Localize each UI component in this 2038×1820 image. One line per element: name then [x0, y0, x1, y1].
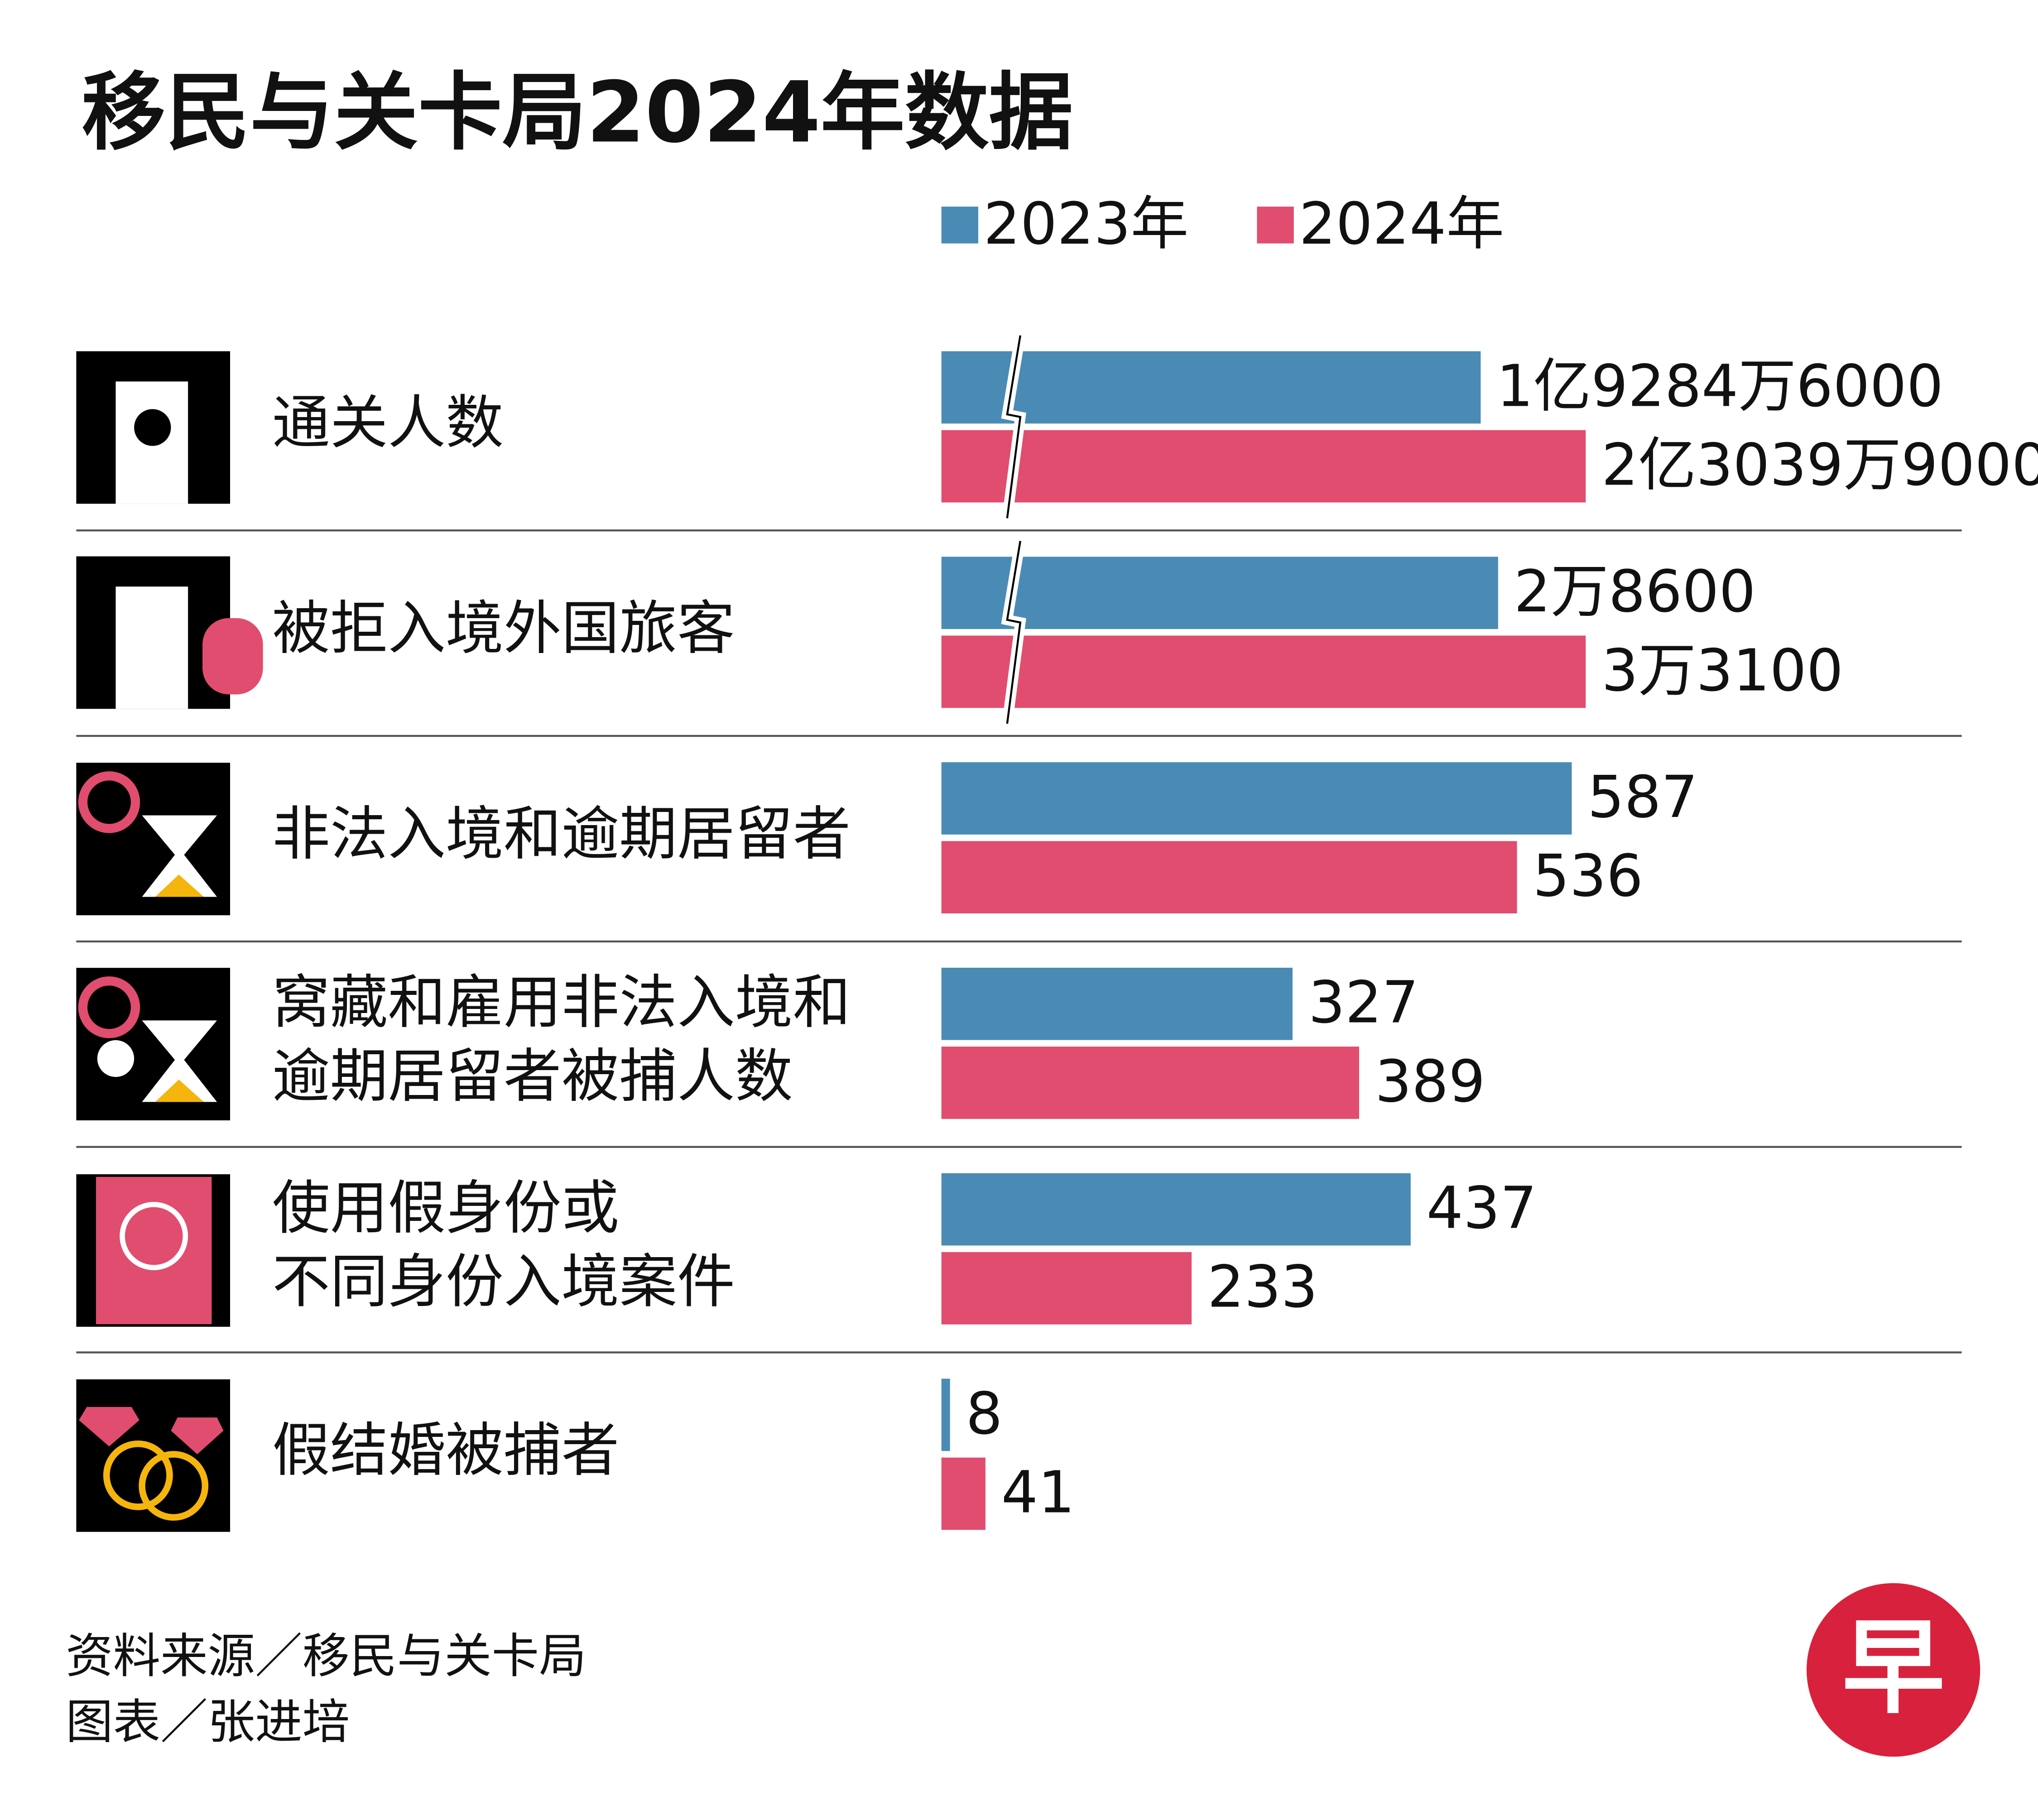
icon-part — [115, 586, 188, 709]
category-label: 非法入境和逾期居留者 — [272, 800, 851, 868]
icon-part — [134, 409, 171, 446]
value-label: 2万8600 — [1514, 558, 1756, 625]
bar — [941, 557, 1498, 629]
legend-swatch — [1257, 206, 1294, 244]
value-label: 8 — [966, 1380, 1003, 1447]
axis-break-edge — [1006, 335, 1022, 519]
value-label: 233 — [1207, 1253, 1318, 1321]
icon-part — [171, 1417, 224, 1455]
bar — [941, 1457, 985, 1530]
icon-part — [202, 618, 263, 695]
bar — [941, 351, 1481, 424]
icons — [76, 351, 263, 1532]
value-label: 3万3100 — [1601, 637, 1843, 704]
bar — [941, 1047, 1360, 1119]
icon-part — [155, 874, 204, 897]
category-label: 被拒入境外国旅客 — [272, 595, 735, 662]
icon-part — [96, 1177, 212, 1325]
category-label: 不同身份入境案件 — [272, 1248, 735, 1316]
icon-part — [97, 1040, 135, 1077]
credit: 图表／张进培 — [66, 1694, 350, 1749]
value-label: 536 — [1533, 842, 1643, 910]
category-label: 假结婚被捕者 — [272, 1417, 619, 1484]
bar — [941, 635, 1586, 708]
category-label: 使用假身份或 — [272, 1175, 619, 1242]
icon-part — [79, 1407, 139, 1447]
icon-part — [139, 1451, 209, 1521]
axis-break-edge — [1006, 541, 1022, 724]
value-label: 327 — [1308, 969, 1419, 1037]
value-label: 437 — [1427, 1175, 1537, 1242]
category-label: 窝藏和雇用非法入境和 — [272, 969, 851, 1037]
icon-part — [78, 976, 140, 1038]
bar — [941, 1173, 1411, 1246]
bar — [941, 1252, 1192, 1325]
source: 资料来源／移民与关卡局 — [66, 1628, 586, 1684]
value-label: 1亿9284万6000 — [1496, 352, 1943, 420]
value-label: 41 — [1001, 1459, 1075, 1526]
icon-part — [120, 1202, 188, 1270]
icon-part — [103, 1440, 173, 1510]
chart-title: 移民与关卡局2024年数据 — [82, 64, 1073, 162]
bar — [941, 762, 1572, 835]
logo-circle — [1807, 1583, 1980, 1757]
category-label: 逾期居留者被捕人数 — [272, 1042, 793, 1110]
logo: 早 — [1842, 1609, 1944, 1728]
icon-part — [142, 1020, 217, 1102]
bar — [941, 967, 1293, 1040]
value-label: 389 — [1375, 1048, 1485, 1115]
legend-swatch — [941, 206, 978, 244]
icon-part — [155, 1080, 204, 1102]
icon-part — [142, 815, 217, 897]
bar — [941, 430, 1586, 503]
value-label: 587 — [1587, 764, 1698, 831]
icon-part — [78, 771, 140, 833]
value-label: 2亿3039万9000 — [1601, 432, 2038, 499]
bar — [941, 841, 1517, 914]
category-label: 通关人数 — [272, 389, 504, 457]
bar — [941, 1378, 950, 1451]
legend-label: 2023年 — [984, 190, 1189, 258]
legend-label: 2024年 — [1299, 190, 1504, 258]
